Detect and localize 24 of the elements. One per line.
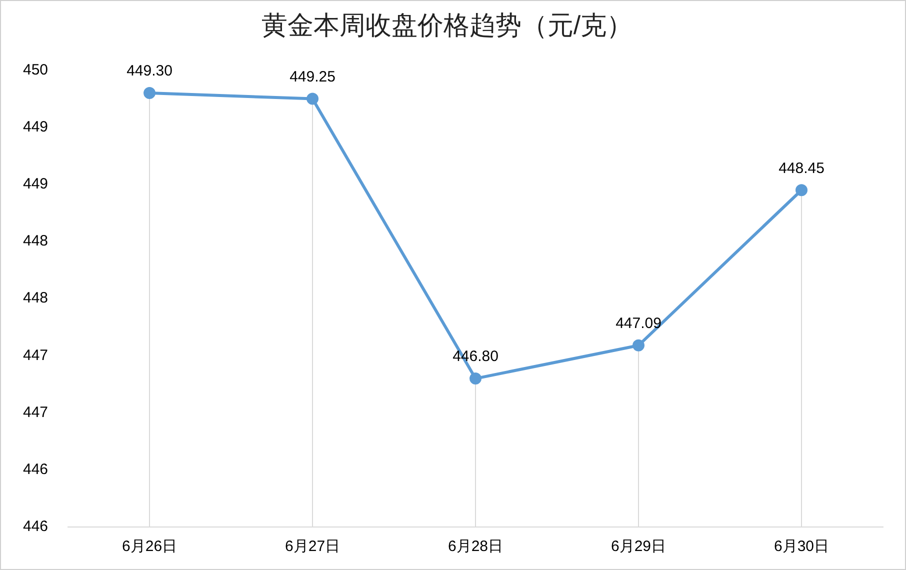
y-tick-label: 447 <box>22 404 48 421</box>
x-tick-label: 6月28日 <box>448 538 504 556</box>
y-tick-label: 446 <box>22 461 48 478</box>
point <box>306 92 319 105</box>
y-tick-label: 446 <box>22 518 48 536</box>
data-label: 449.30 <box>126 62 172 80</box>
data-label: 447.09 <box>616 315 662 332</box>
y-tick-label: 448 <box>22 232 48 250</box>
x-tick-label: 6月30日 <box>774 538 830 556</box>
data-label: 448.45 <box>778 160 824 177</box>
point <box>470 372 482 385</box>
y-tick-label: 448 <box>22 290 48 307</box>
x-tick-label: 6月27日 <box>285 538 340 556</box>
chart-title: 黄金本周收盘价格趋势（元/克） <box>261 10 633 40</box>
x-tick-label: 6月29日 <box>610 538 666 556</box>
y-tick-label: 449 <box>22 118 48 136</box>
point <box>144 87 156 100</box>
x-tick-label: 6月26日 <box>122 538 178 556</box>
y-tick-label: 449 <box>22 176 48 193</box>
data-label: 449.25 <box>290 68 336 86</box>
point <box>796 184 808 196</box>
point <box>632 339 645 352</box>
y-tick-label: 450 <box>22 61 48 78</box>
y-tick-label: 447 <box>22 346 48 364</box>
